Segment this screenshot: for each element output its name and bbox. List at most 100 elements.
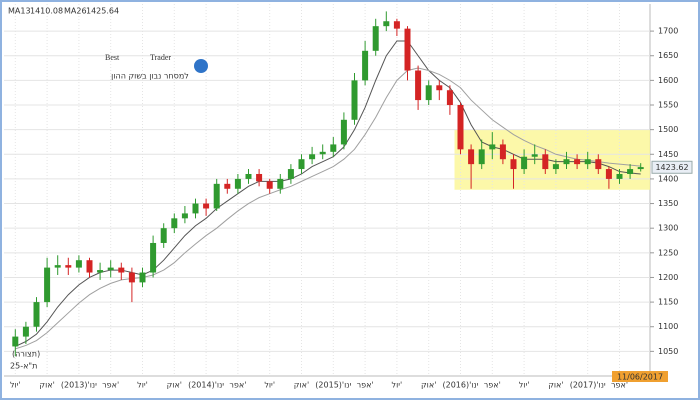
legend-value: 1410.08	[30, 7, 63, 16]
moving-average-line	[15, 40, 641, 347]
annotation: (תצורה)	[12, 350, 40, 359]
price-label: 1423.62	[655, 163, 688, 172]
candle-body	[425, 85, 432, 101]
candle-body	[150, 242, 157, 273]
x-tick-label: ינו'(2016)	[443, 381, 479, 390]
x-tick-label: יול'	[264, 381, 275, 390]
candle-body	[287, 169, 294, 179]
candle-body	[499, 144, 506, 160]
candle-body	[203, 203, 210, 209]
candle-body	[436, 85, 443, 91]
logo-icon	[194, 59, 208, 73]
x-tick-label: אוק'	[421, 381, 436, 390]
candle-body	[457, 105, 464, 150]
y-tick-label: 1300	[658, 224, 678, 233]
candle-body	[319, 151, 326, 155]
x-tick-label: אפר'	[611, 381, 628, 390]
candle-body	[224, 183, 231, 189]
highlight-zone	[454, 129, 650, 190]
date-box	[612, 371, 668, 382]
candle-body	[128, 272, 135, 283]
x-tick-label: יול'	[519, 381, 530, 390]
candle-body	[22, 326, 29, 337]
date-label: 11/06/2017	[617, 373, 663, 382]
y-tick-label: 1400	[658, 174, 678, 183]
candle-body	[563, 159, 570, 165]
candle-body	[118, 267, 125, 273]
candle-body	[33, 302, 40, 327]
candle-body	[584, 159, 591, 165]
annotation: ת"א-25	[10, 362, 37, 371]
candle-body	[393, 21, 400, 29]
candle-body	[351, 80, 358, 120]
candle-body	[139, 272, 146, 283]
candle-body	[213, 183, 220, 209]
candle-body	[404, 28, 411, 71]
y-tick-label: 1050	[658, 347, 678, 356]
x-tick-label: אוק'	[39, 381, 54, 390]
x-tick-label: ינו'(2015)	[315, 381, 351, 390]
candle-body	[510, 159, 517, 170]
logo-word1: Best	[105, 53, 120, 62]
x-tick-label: אוק'	[548, 381, 563, 390]
candle-body	[446, 90, 453, 106]
x-tick-label: אפר'	[102, 381, 119, 390]
y-tick-label: 1250	[658, 248, 678, 257]
candle-body	[277, 178, 284, 189]
y-tick-label: 1200	[658, 273, 678, 282]
candle-body	[552, 164, 559, 170]
candle-body	[521, 156, 528, 170]
legend-name: MA13	[8, 7, 31, 16]
candle-body	[637, 167, 644, 170]
candle-body	[340, 119, 347, 145]
candle-body	[574, 159, 581, 165]
x-tick-label: אפר'	[229, 381, 246, 390]
y-tick-label: 1450	[658, 150, 678, 159]
logo-word2: Trader	[150, 53, 171, 62]
candle-body	[605, 169, 612, 179]
y-tick-label: 1550	[658, 101, 678, 110]
candle-body	[256, 173, 263, 182]
candle-body	[192, 203, 199, 214]
candle-body	[468, 149, 475, 165]
candle-body	[107, 267, 114, 271]
candle-body	[478, 149, 485, 165]
candle-body	[171, 218, 178, 229]
x-tick-label: אוק'	[294, 381, 309, 390]
legend-value: 1425.64	[86, 7, 119, 16]
y-tick-label: 1600	[658, 76, 678, 85]
candle-body	[86, 260, 93, 273]
x-tick-label: ינו'(2017)	[570, 381, 606, 390]
candle-body	[542, 154, 549, 170]
x-tick-label: אפר'	[484, 381, 501, 390]
x-tick-label: יול'	[137, 381, 148, 390]
x-tick-label: אוק'	[167, 381, 182, 390]
x-tick-label: ינו'(2014)	[188, 381, 224, 390]
candle-body	[595, 159, 602, 170]
candle-body	[372, 26, 379, 51]
moving-average-line	[15, 67, 641, 350]
candle-body	[44, 267, 51, 303]
candle-body	[531, 154, 538, 157]
candle-body	[245, 173, 252, 179]
candle-body	[97, 270, 104, 273]
y-tick-label: 1350	[658, 199, 678, 208]
legend-name: MA26	[64, 7, 87, 16]
candle-body	[54, 265, 61, 268]
candle-body	[160, 228, 167, 243]
candle-body	[266, 181, 273, 189]
candle-body	[181, 213, 188, 219]
x-tick-label: ינו'(2013)	[61, 381, 97, 390]
x-tick-label: יול'	[10, 381, 21, 390]
candle-body	[330, 144, 337, 152]
candle-body	[75, 260, 82, 268]
y-tick-label: 1150	[658, 298, 678, 307]
candle-body	[383, 21, 390, 27]
logo-tagline: למסחר נבון בשוק ההון	[111, 72, 189, 81]
candle-body	[309, 154, 316, 160]
y-tick-label: 1500	[658, 125, 678, 134]
candle-body	[362, 50, 369, 81]
price-box	[651, 160, 693, 174]
